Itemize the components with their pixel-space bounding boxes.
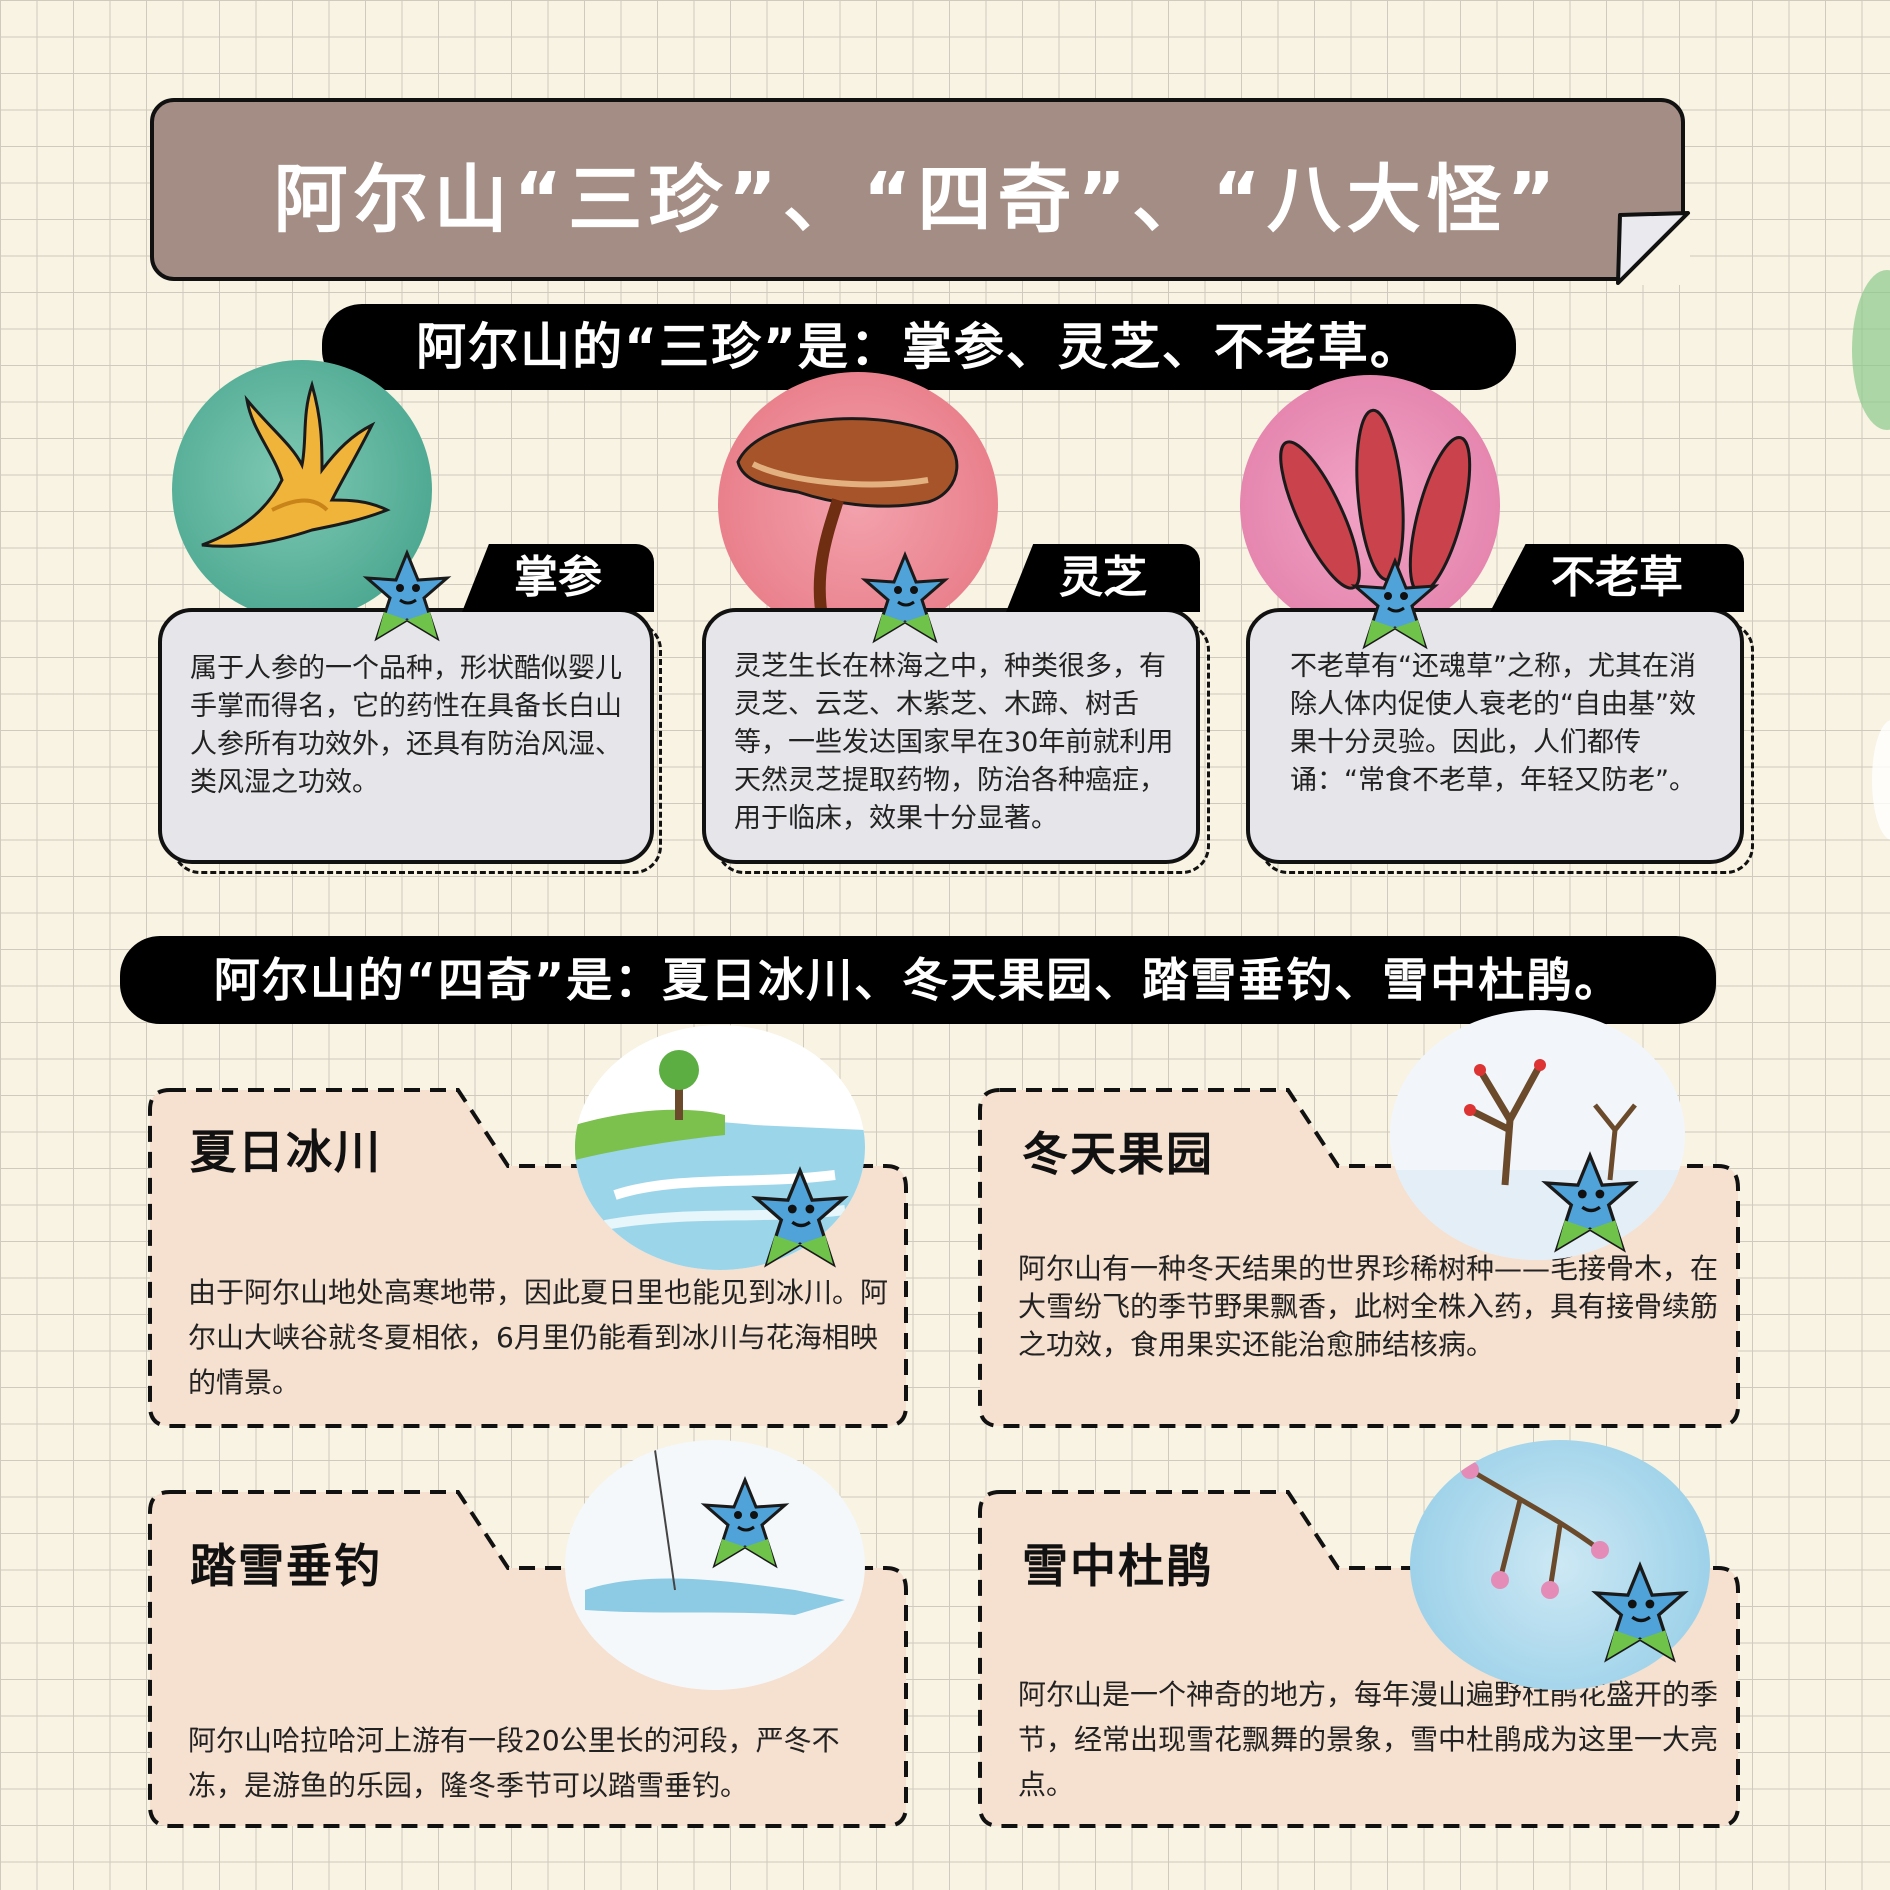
mascot-icon: [700, 1476, 790, 1569]
sanzhen-heading: 阿尔山的“三珍”是：掌参、灵芝、不老草。: [322, 304, 1516, 390]
lingzhi-illustration: [718, 372, 998, 637]
mascot-icon: [860, 551, 950, 644]
bulaocao-description: 不老草有“还魂草”之称，尤其在消除人体内促使人衰老的“自由基”效果十分灵验。因此…: [1290, 651, 1696, 796]
zhangshen-description: 属于人参的一个品种，形状酷似婴儿手掌而得名，它的药性在具备长白山人参所有功效外，…: [190, 653, 622, 798]
bulaocao-tab: 不老草: [1490, 544, 1744, 612]
dongtianguoyuan-description: 阿尔山有一种冬天结果的世界珍稀树种——毛接骨木，在大雪纷飞的季节野果飘香，此树全…: [1018, 1252, 1719, 1361]
winter-orchard-illustration: [1390, 1010, 1685, 1260]
zhangshen-illustration: [172, 360, 432, 620]
siqi-heading: 阿尔山的“四奇”是：夏日冰川、冬天果园、踏雪垂钓、雪中杜鹃。: [120, 936, 1716, 1024]
xuezhongdujuan-title: 雪中杜鹃: [1022, 1539, 1214, 1593]
page-fold-corner: [1616, 211, 1690, 285]
xuezhongdujuan-description: 阿尔山是一个神奇的地方，每年漫山遍野杜鹃花盛开的季节，经常出现雪花飘舞的景象，雪…: [1018, 1678, 1719, 1801]
lingzhi-card: 灵芝生长在林海之中，种类很多，有灵芝、云芝、木紫芝、木蹄、树舌等，一些发达国家早…: [702, 608, 1200, 864]
lingzhi-tab: 灵芝: [1006, 544, 1200, 612]
page-title: 阿尔山“三珍”、“四奇”、“八大怪”: [273, 157, 1562, 243]
dongtianguoyuan-title: 冬天果园: [1022, 1127, 1214, 1181]
mascot-icon: [1591, 1561, 1689, 1663]
bulaocao-card: 不老草有“还魂草”之称，尤其在消除人体内促使人衰老的“自由基”效果十分灵验。因此…: [1246, 608, 1744, 864]
zhangshen-tab: 掌参: [462, 544, 654, 612]
mascot-icon: [1350, 557, 1440, 650]
taxuechuidiao-title: 踏雪垂钓: [190, 1539, 382, 1593]
mascot-icon: [751, 1166, 849, 1268]
lingzhi-description: 灵芝生长在林海之中，种类很多，有灵芝、云芝、木紫芝、木蹄、树舌等，一些发达国家早…: [734, 651, 1174, 834]
xiaribingchuan-title: 夏日冰川: [190, 1125, 382, 1179]
ginseng-root-icon: [201, 379, 391, 548]
taxuechuidiao-description: 阿尔山哈拉哈河上游有一段20公里长的河段，严冬不冻，是游鱼的乐园，隆冬季节可以踏…: [188, 1724, 840, 1802]
edge-leaf-decoration: [1852, 270, 1890, 430]
title-banner: 阿尔山“三珍”、“四奇”、“八大怪”: [150, 98, 1685, 281]
lingzhi-mushroom-icon: [736, 417, 959, 624]
xiaribingchuan-description: 由于阿尔山地处高寒地带，因此夏日里也能见到冰川。阿尔山大峡谷就冬夏相依，6月里仍…: [188, 1276, 889, 1399]
mascot-icon: [362, 549, 452, 642]
edge-leaf-decoration: [1872, 720, 1890, 840]
mascot-icon: [1541, 1151, 1639, 1253]
